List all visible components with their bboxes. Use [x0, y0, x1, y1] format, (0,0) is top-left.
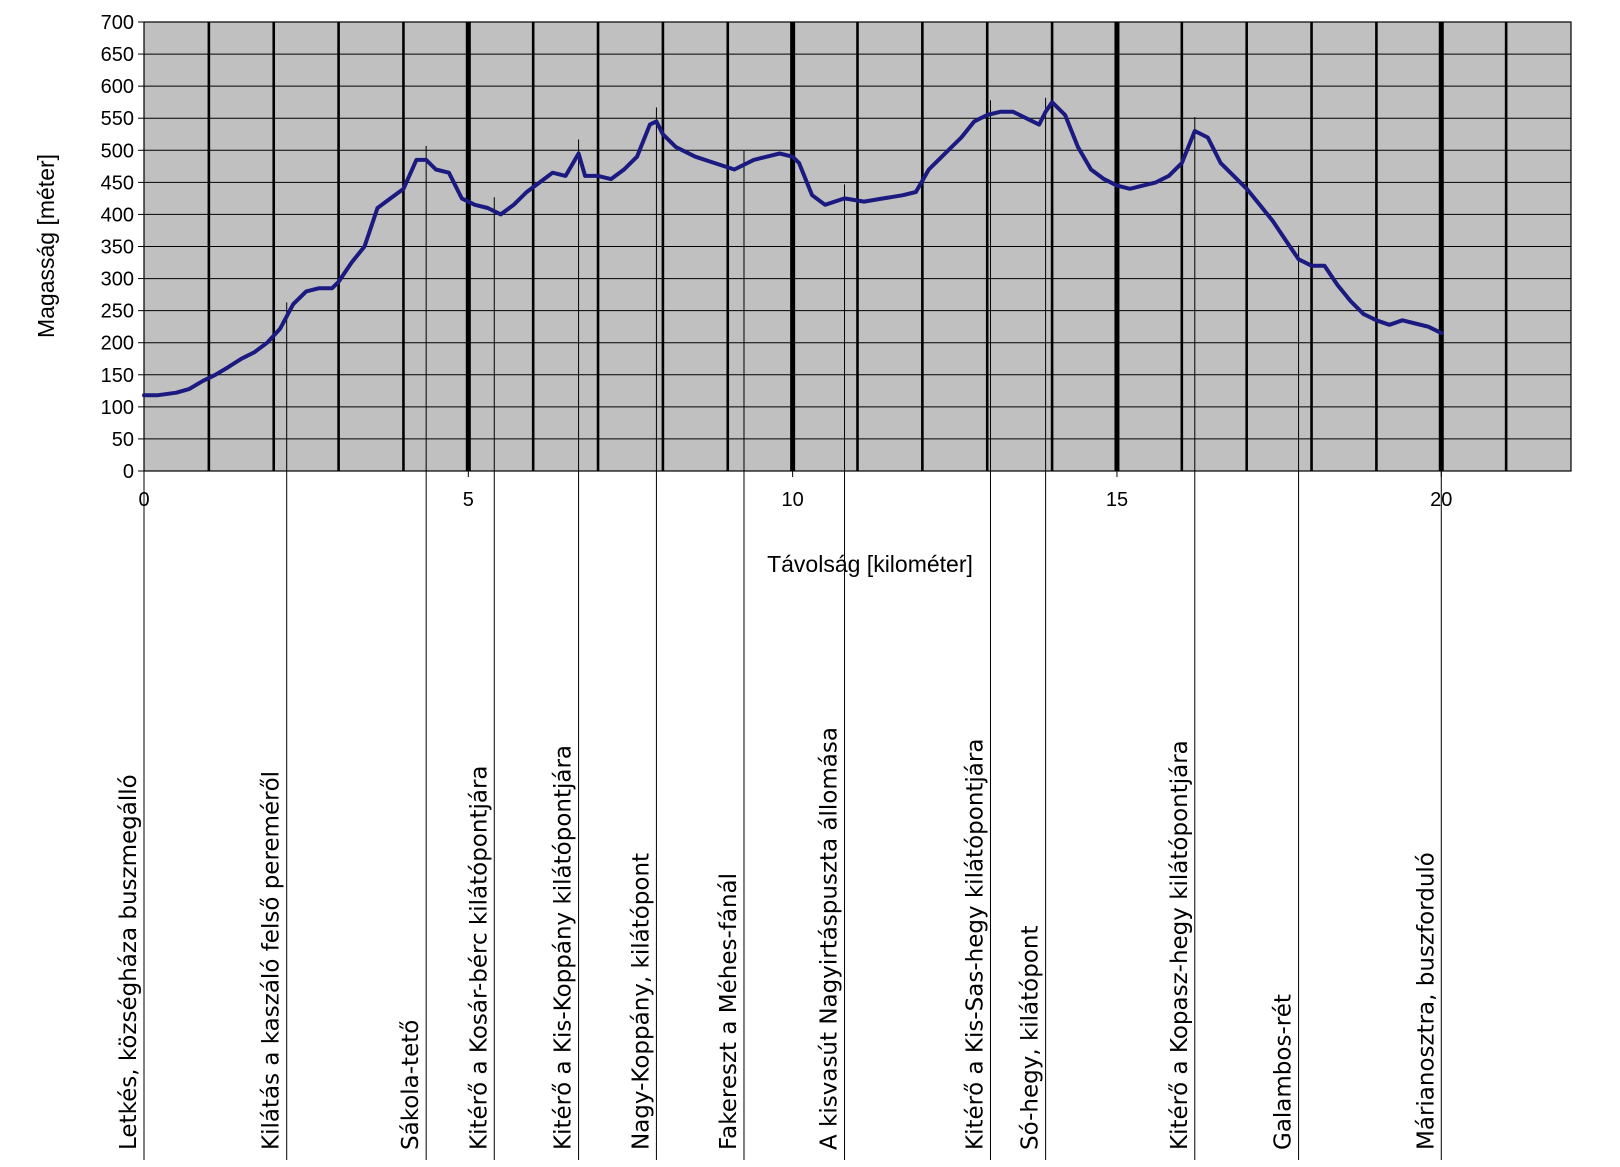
y-tick-label: 100: [101, 397, 134, 419]
x-tick-labels: 0 5 10 15 20: [138, 471, 1452, 511]
waypoint-label: Kilátás a kaszáló felső pereméről: [259, 771, 285, 1150]
y-tick-label: 700: [101, 12, 134, 34]
y-tick-label: 550: [101, 108, 134, 130]
elevation-line: [142, 100, 1444, 398]
y-tick-label: 600: [101, 76, 134, 98]
waypoint-labels: Letkés, községháza buszmegálló Kilátás a …: [116, 727, 1439, 1150]
x-tick-label: 15: [1106, 489, 1128, 511]
x-tick-label: 0: [138, 489, 149, 511]
waypoint-label: Kitérő a Kopasz-hegy kilátópontjára: [1167, 740, 1193, 1150]
y-tick-labels: 0 50 100 150 200 250 300 350 400 450 500 550 600 650 7…: [101, 12, 144, 483]
y-tick-label: 350: [101, 237, 134, 259]
waypoint-label: Kitérő a Kis-Koppány kilátópontjára: [551, 745, 577, 1150]
y-tick-label: 0: [123, 461, 134, 483]
y-tick-label: 500: [101, 140, 134, 162]
waypoint-label: Só-hegy, kilátópont: [1018, 925, 1044, 1150]
vertical-gridlines: [207, 22, 1508, 471]
y-tick-label: 400: [101, 204, 134, 226]
y-tick-label: 300: [101, 269, 134, 291]
waypoint-label: Galambos-rét: [1271, 994, 1297, 1150]
y-tick-label: 200: [101, 333, 134, 355]
y-tick-label: 50: [112, 429, 134, 451]
waypoint-marker-lines: [143, 97, 1442, 1160]
y-tick-label: 250: [101, 301, 134, 323]
waypoint-label: Letkés, községháza buszmegálló: [116, 774, 142, 1150]
waypoint-label: Kitérő a Kosár-bérc kilátópontjára: [466, 766, 492, 1151]
x-tick-label: 5: [463, 489, 474, 511]
waypoint-label: Nagy-Koppány, kilátópont: [628, 853, 654, 1150]
y-tick-label: 650: [101, 44, 134, 66]
waypoint-label: A kisvasút Nagyirtáspuszta állomása: [817, 727, 843, 1150]
x-tick-label: 10: [782, 489, 804, 511]
y-tick-label: 150: [101, 365, 134, 387]
y-tick-label: 450: [101, 172, 134, 194]
waypoint-label: Kitérő a Kis-Sas-hegy kilátópontjára: [963, 739, 989, 1150]
waypoint-label: Márianosztra, buszforduló: [1413, 852, 1439, 1150]
waypoint-label: Sákola-tető: [398, 1020, 424, 1150]
waypoint-label: Fakereszt a Méhes-fánál: [716, 873, 742, 1150]
x-axis-title: Távolság [kilométer]: [767, 551, 973, 577]
x-tick-label: 20: [1430, 489, 1452, 511]
y-axis-title: Magasság [méter]: [33, 154, 59, 338]
